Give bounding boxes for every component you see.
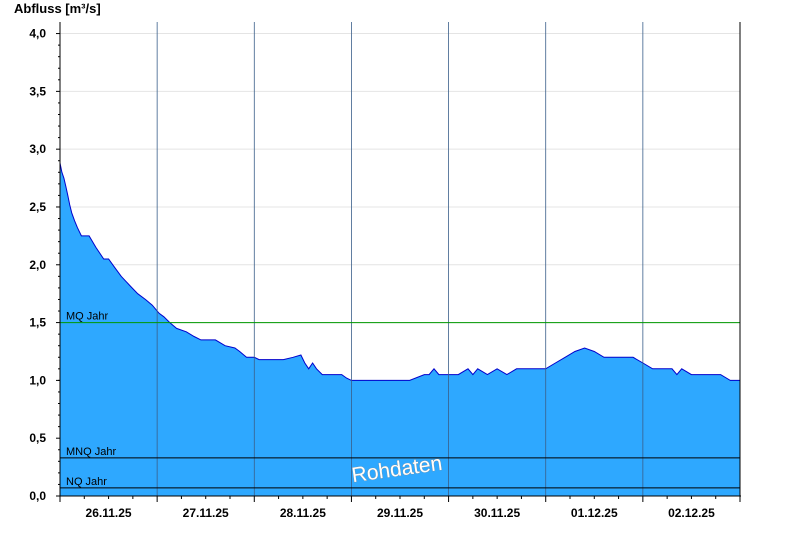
y-tick-label: 1,5 <box>29 316 46 330</box>
y-axis-title: Abfluss [m³/s] <box>14 1 101 16</box>
x-tick-label: 02.12.25 <box>668 506 715 520</box>
vertical-grid <box>156 22 644 496</box>
reference-lines: MQ Jahr MNQ Jahr NQ Jahr <box>60 311 740 489</box>
x-tick-label: 30.11.25 <box>474 506 520 520</box>
reference-line-label: NQ Jahr <box>66 476 107 488</box>
x-tick-label: 29.11.25 <box>377 506 423 520</box>
y-tick-label: 3,5 <box>29 84 46 98</box>
y-tick-label: 0,5 <box>29 431 46 445</box>
x-tick-label: 01.12.25 <box>571 506 618 520</box>
reference-line-label: MQ Jahr <box>66 311 109 323</box>
y-tick-label: 3,0 <box>29 142 46 156</box>
y-tick-label: 1,0 <box>29 373 46 387</box>
y-ticks: 0,0 0,5 1,0 1,5 2,0 2,5 3,0 3,5 4,0 <box>29 27 60 503</box>
x-tick-label: 28.11.25 <box>280 506 326 520</box>
y-tick-label: 4,0 <box>29 27 46 41</box>
x-tick-label: 27.11.25 <box>183 506 229 520</box>
reference-line-label: MNQ Jahr <box>66 446 116 458</box>
y-tick-label: 2,0 <box>29 258 46 272</box>
discharge-area <box>59 162 741 497</box>
x-ticks: 26.11.25 27.11.25 28.11.25 29.11.25 30.11.25… <box>59 496 741 520</box>
x-tick-label: 26.11.25 <box>86 506 132 520</box>
y-tick-label: 2,5 <box>29 200 46 214</box>
y-tick-label: 0,0 <box>29 489 46 503</box>
